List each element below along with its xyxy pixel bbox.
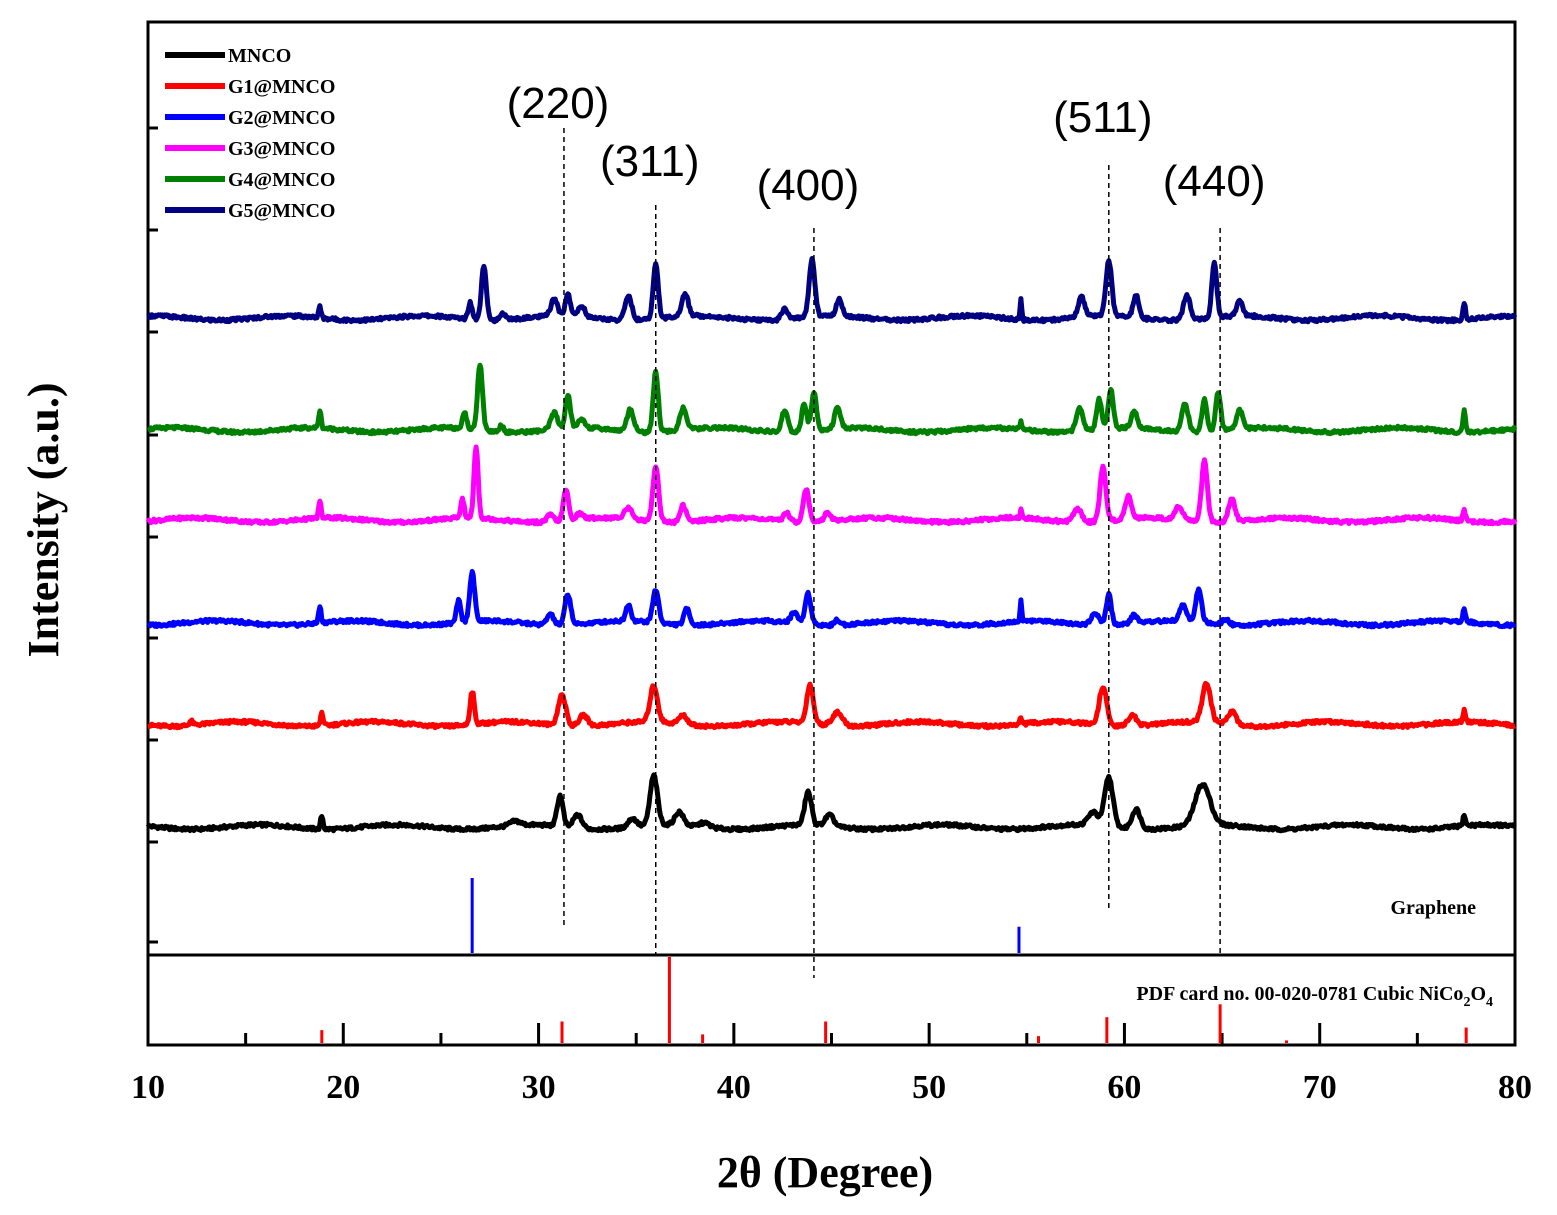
- x-tick-label: 70: [1303, 1069, 1337, 1106]
- x-axis-title: 2θ (Degree): [717, 1148, 933, 1197]
- x-tick-label: 20: [326, 1069, 360, 1106]
- x-tick-label: 60: [1107, 1069, 1141, 1106]
- hkl-reference-markers: (220) (311) (400) (511)(440): [507, 79, 1266, 978]
- x-axis-ticks: 10 20 30 40 50 60 70 80: [131, 1023, 1532, 1106]
- series-line-g4-at-mnco: [146, 362, 1518, 437]
- hkl-label: (311): [600, 137, 699, 186]
- y-axis-title: Intensity (a.u.): [19, 382, 68, 657]
- x-tick-label: 40: [717, 1069, 751, 1106]
- hkl-label: (511): [1053, 93, 1152, 142]
- x-tick-label: 10: [131, 1069, 165, 1106]
- x-tick-label: 50: [912, 1069, 946, 1106]
- graphene-label: Graphene: [1390, 897, 1476, 919]
- series-line-g3-at-mnco: [145, 444, 1518, 527]
- pdf-reference-lines: [320, 957, 1468, 1043]
- series-lines: [145, 256, 1518, 834]
- series-line-g1-at-mnco: [146, 680, 1517, 731]
- legend-label: G3@MNCO: [228, 138, 335, 160]
- hkl-label: (220): [507, 79, 610, 128]
- series-line-mnco: [145, 772, 1517, 834]
- legend-label: G2@MNCO: [228, 107, 335, 129]
- x-tick-label: 30: [522, 1069, 556, 1106]
- legend-label: G4@MNCO: [228, 169, 335, 191]
- legend-label: G5@MNCO: [228, 200, 335, 222]
- legend: MNCO G1@MNCO G2@MNCO G3@MNCO G4@MNCO G5@MNCO: [165, 45, 335, 222]
- graphene-reference-lines: [470, 878, 1021, 953]
- x-tick-label: 80: [1498, 1069, 1532, 1106]
- hkl-label: (400): [757, 161, 860, 210]
- series-line-g2-at-mnco: [146, 568, 1517, 630]
- legend-label: MNCO: [228, 45, 291, 67]
- hkl-label: (440): [1163, 157, 1266, 206]
- y-axis-ticks: [148, 126, 158, 944]
- legend-label: G1@MNCO: [228, 76, 335, 98]
- series-line-g5-at-mnco: [146, 256, 1518, 325]
- pdf-card-label: PDF card no. 00-020-0781 Cubic NiCo2O4: [1136, 983, 1493, 1010]
